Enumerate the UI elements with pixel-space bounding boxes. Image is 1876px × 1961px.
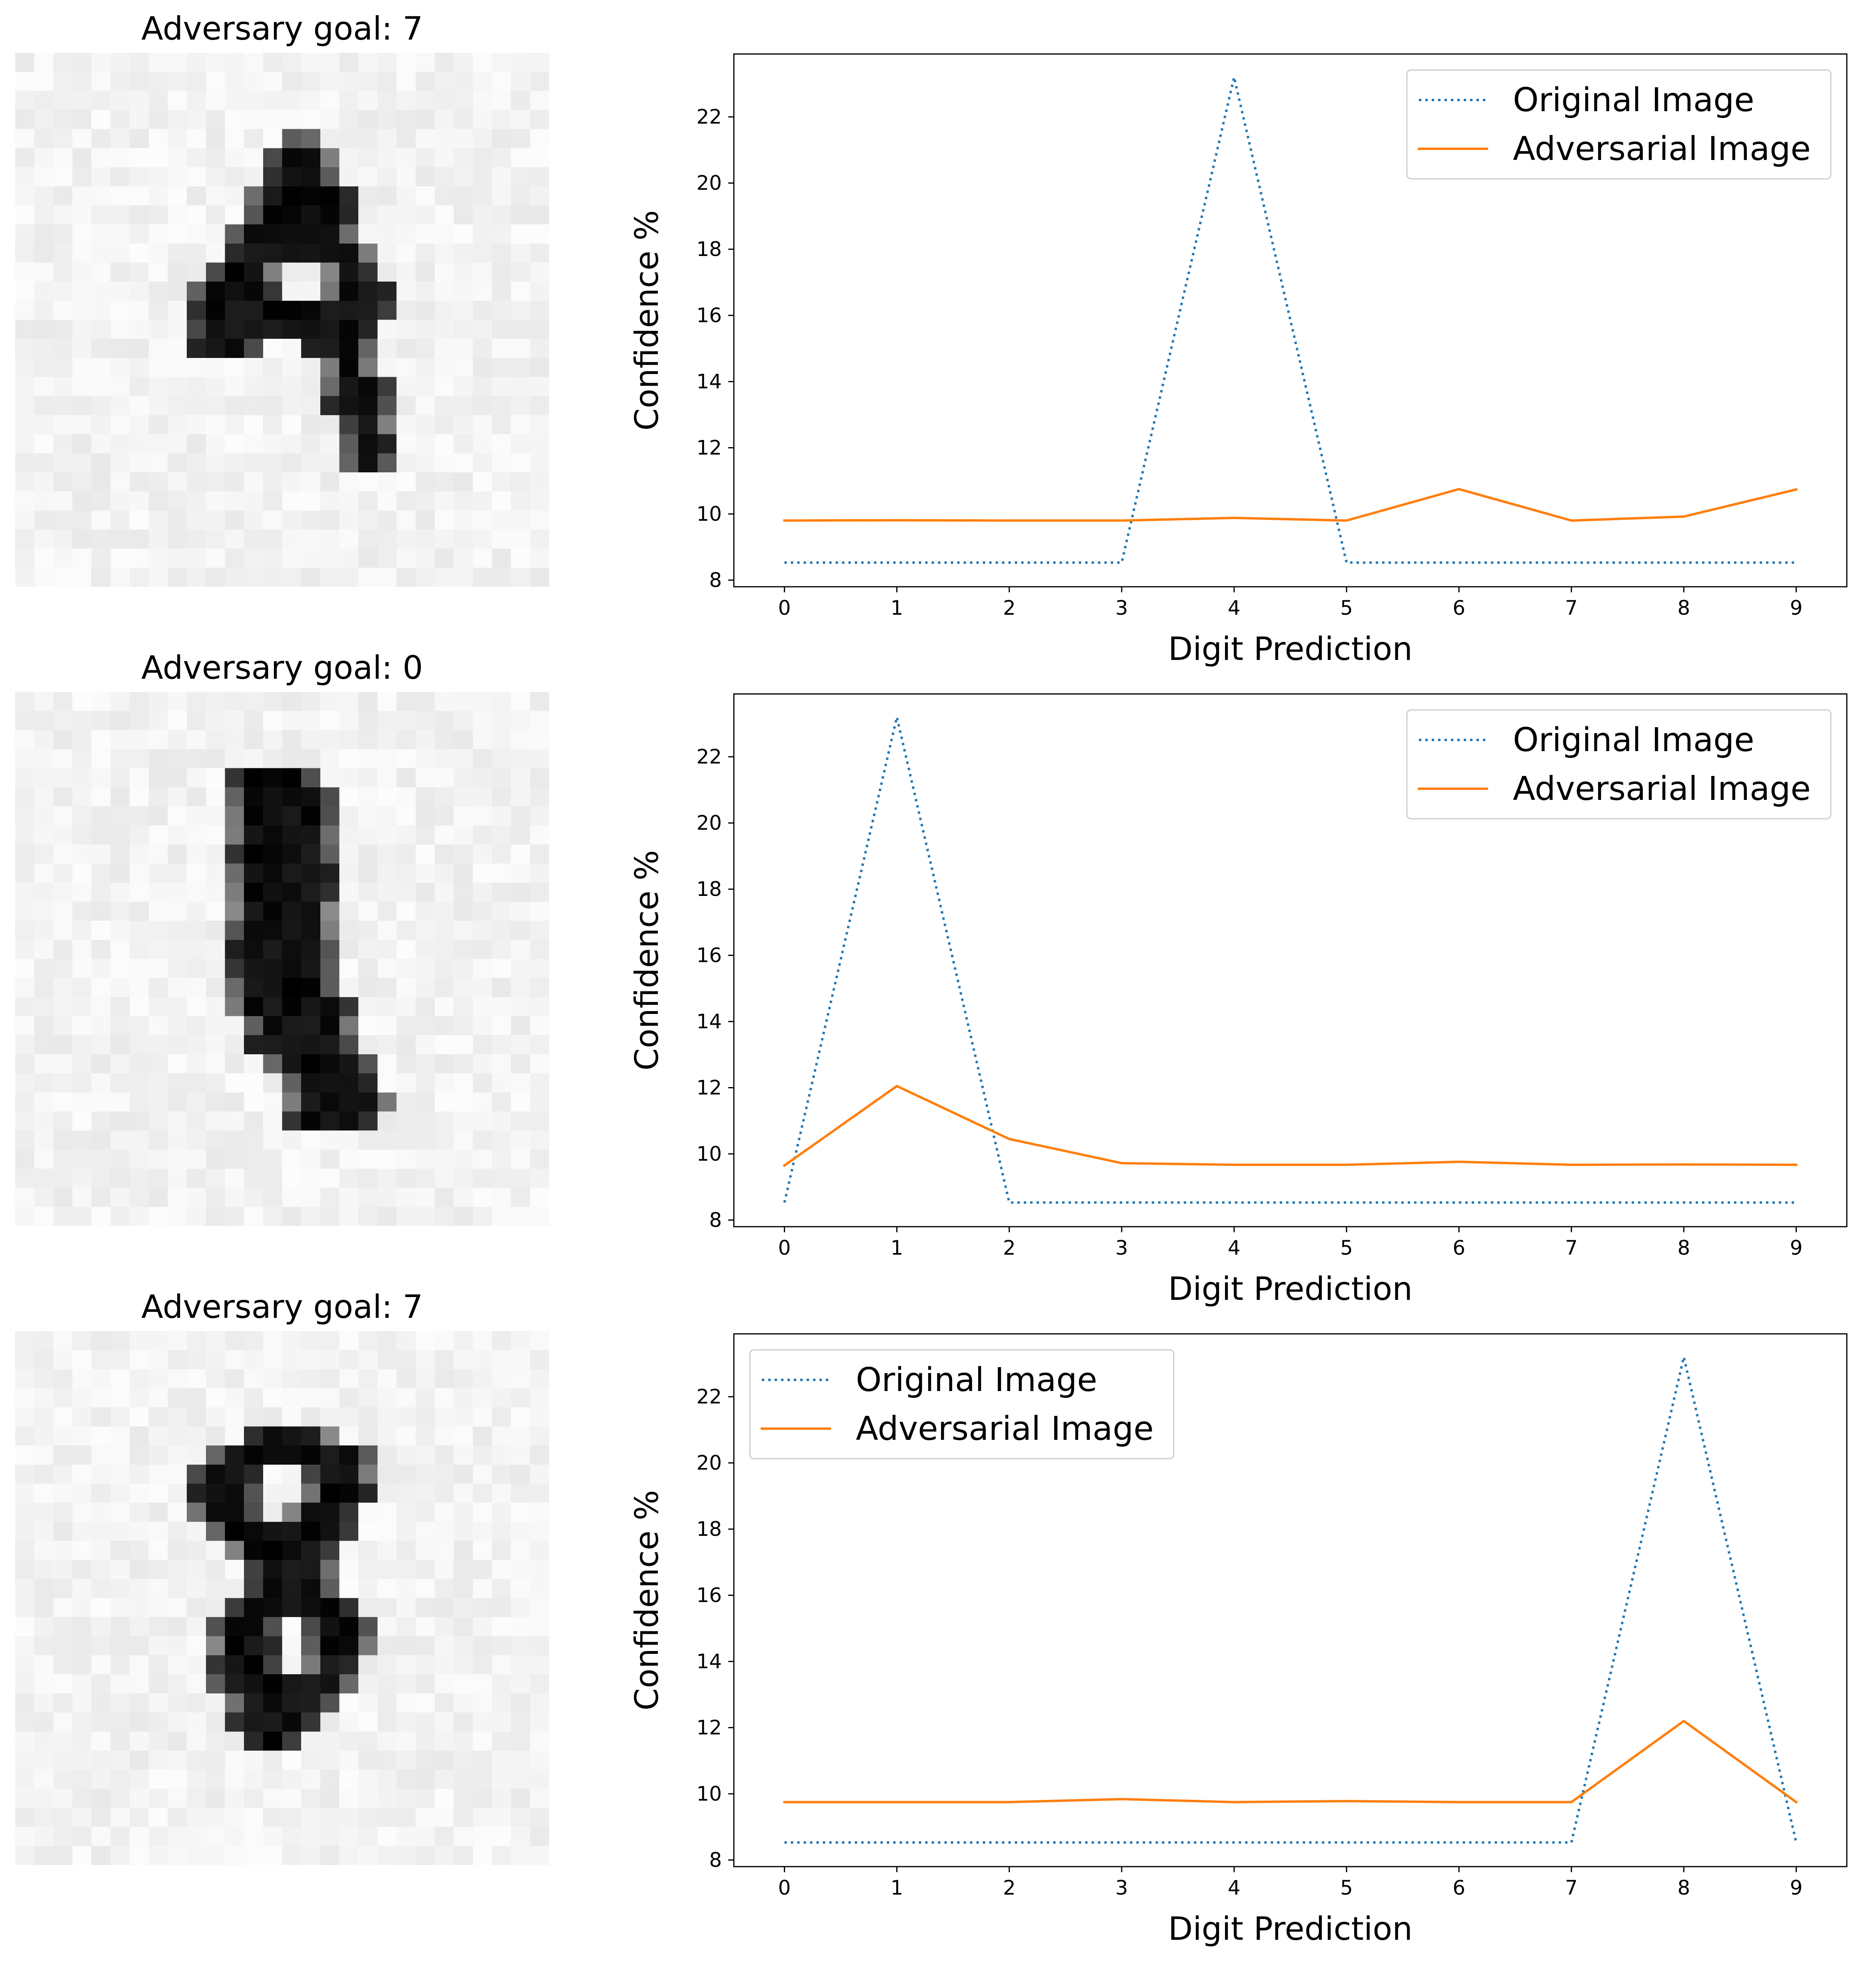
digit-image-1 bbox=[15, 53, 549, 587]
x-tick-label: 8 bbox=[1677, 1236, 1690, 1259]
panel-3-title: Adversary goal: 7 bbox=[141, 1288, 423, 1325]
original-image-line bbox=[784, 77, 1796, 564]
digit-image-2 bbox=[15, 692, 549, 1226]
legend-box bbox=[1406, 69, 1832, 180]
x-tick-label: 3 bbox=[1115, 596, 1128, 620]
y-tick-label: 20 bbox=[696, 1451, 722, 1475]
x-tick-label: 9 bbox=[1790, 596, 1803, 620]
y-tick-label: 10 bbox=[696, 502, 722, 526]
x-tick-label: 2 bbox=[1003, 596, 1016, 620]
panel-2-title: Adversary goal: 0 bbox=[141, 649, 423, 686]
y-tick-label: 22 bbox=[696, 1385, 722, 1408]
x-tick-label: 8 bbox=[1677, 1876, 1690, 1899]
x-tick-label: 4 bbox=[1228, 1876, 1241, 1899]
legend-box bbox=[1406, 709, 1832, 820]
x-tick-label: 4 bbox=[1228, 596, 1241, 620]
x-tick-label: 0 bbox=[778, 596, 791, 620]
x-tick-label: 4 bbox=[1228, 1236, 1241, 1259]
x-tick-label: 7 bbox=[1565, 1236, 1578, 1259]
x-axis-label: Digit Prediction bbox=[1168, 1270, 1412, 1307]
x-tick-label: 3 bbox=[1115, 1876, 1128, 1899]
y-tick-label: 22 bbox=[696, 105, 722, 128]
y-tick-label: 10 bbox=[696, 1782, 722, 1805]
y-tick-label: 20 bbox=[696, 172, 722, 195]
adversarial-image-line bbox=[783, 488, 1798, 522]
y-axis-label: Confidence % bbox=[628, 1490, 665, 1710]
y-tick-label: 16 bbox=[696, 1584, 722, 1607]
original-image-line bbox=[783, 717, 1796, 1204]
x-tick-label: 9 bbox=[1790, 1876, 1803, 1899]
x-tick-label: 3 bbox=[1115, 1236, 1128, 1259]
panel-1-title: Adversary goal: 7 bbox=[141, 10, 423, 47]
x-tick-label: 2 bbox=[1003, 1236, 1016, 1259]
original-image-line bbox=[784, 1357, 1798, 1844]
x-tick-label: 9 bbox=[1790, 1236, 1803, 1259]
x-tick-label: 0 bbox=[778, 1236, 791, 1259]
y-tick-label: 22 bbox=[696, 745, 722, 768]
y-axis-label: Confidence % bbox=[628, 850, 665, 1070]
y-tick-label: 8 bbox=[709, 568, 722, 592]
x-tick-label: 2 bbox=[1003, 1876, 1016, 1899]
y-tick-label: 8 bbox=[709, 1848, 722, 1871]
y-tick-label: 20 bbox=[696, 812, 722, 835]
x-tick-label: 1 bbox=[891, 1236, 903, 1259]
x-axis-label: Digit Prediction bbox=[1168, 630, 1412, 668]
y-tick-label: 12 bbox=[696, 436, 722, 460]
y-tick-label: 18 bbox=[696, 878, 722, 901]
x-tick-label: 1 bbox=[891, 1876, 903, 1899]
x-tick-label: 8 bbox=[1677, 596, 1690, 620]
legend-label-original-image: Original Image bbox=[1513, 81, 1754, 119]
legend-label-original-image: Original Image bbox=[1513, 721, 1754, 759]
legend-box bbox=[749, 1349, 1175, 1459]
x-tick-label: 6 bbox=[1452, 596, 1465, 620]
y-axis-label: Confidence % bbox=[628, 210, 665, 430]
y-tick-label: 8 bbox=[709, 1208, 722, 1231]
y-tick-label: 16 bbox=[696, 304, 722, 327]
x-axis-label: Digit Prediction bbox=[1168, 1910, 1412, 1947]
y-tick-label: 18 bbox=[696, 238, 722, 261]
y-tick-label: 14 bbox=[696, 1650, 722, 1673]
x-tick-label: 0 bbox=[778, 1876, 791, 1899]
legend-label-original-image: Original Image bbox=[856, 1361, 1097, 1399]
digit-image-3 bbox=[15, 1331, 549, 1865]
x-tick-label: 6 bbox=[1452, 1876, 1465, 1899]
legend-label-adversarial-image: Adversarial Image bbox=[1513, 130, 1811, 168]
y-tick-label: 18 bbox=[696, 1517, 722, 1541]
x-tick-label: 7 bbox=[1565, 596, 1578, 620]
adversarial-image-line bbox=[783, 1720, 1798, 1804]
x-tick-label: 5 bbox=[1340, 1236, 1353, 1259]
x-tick-label: 6 bbox=[1452, 1236, 1465, 1259]
x-tick-label: 5 bbox=[1340, 1876, 1353, 1899]
y-tick-label: 14 bbox=[696, 1010, 722, 1033]
y-tick-label: 14 bbox=[696, 370, 722, 393]
y-tick-label: 10 bbox=[696, 1142, 722, 1165]
x-tick-label: 7 bbox=[1565, 1876, 1578, 1899]
adversarial-image-line bbox=[783, 1085, 1798, 1167]
x-tick-label: 5 bbox=[1340, 596, 1353, 620]
legend-label-adversarial-image: Adversarial Image bbox=[856, 1410, 1154, 1448]
y-tick-label: 12 bbox=[696, 1076, 722, 1099]
y-tick-label: 12 bbox=[696, 1716, 722, 1739]
legend-label-adversarial-image: Adversarial Image bbox=[1513, 770, 1811, 808]
x-tick-label: 1 bbox=[891, 596, 903, 620]
y-tick-label: 16 bbox=[696, 944, 722, 967]
